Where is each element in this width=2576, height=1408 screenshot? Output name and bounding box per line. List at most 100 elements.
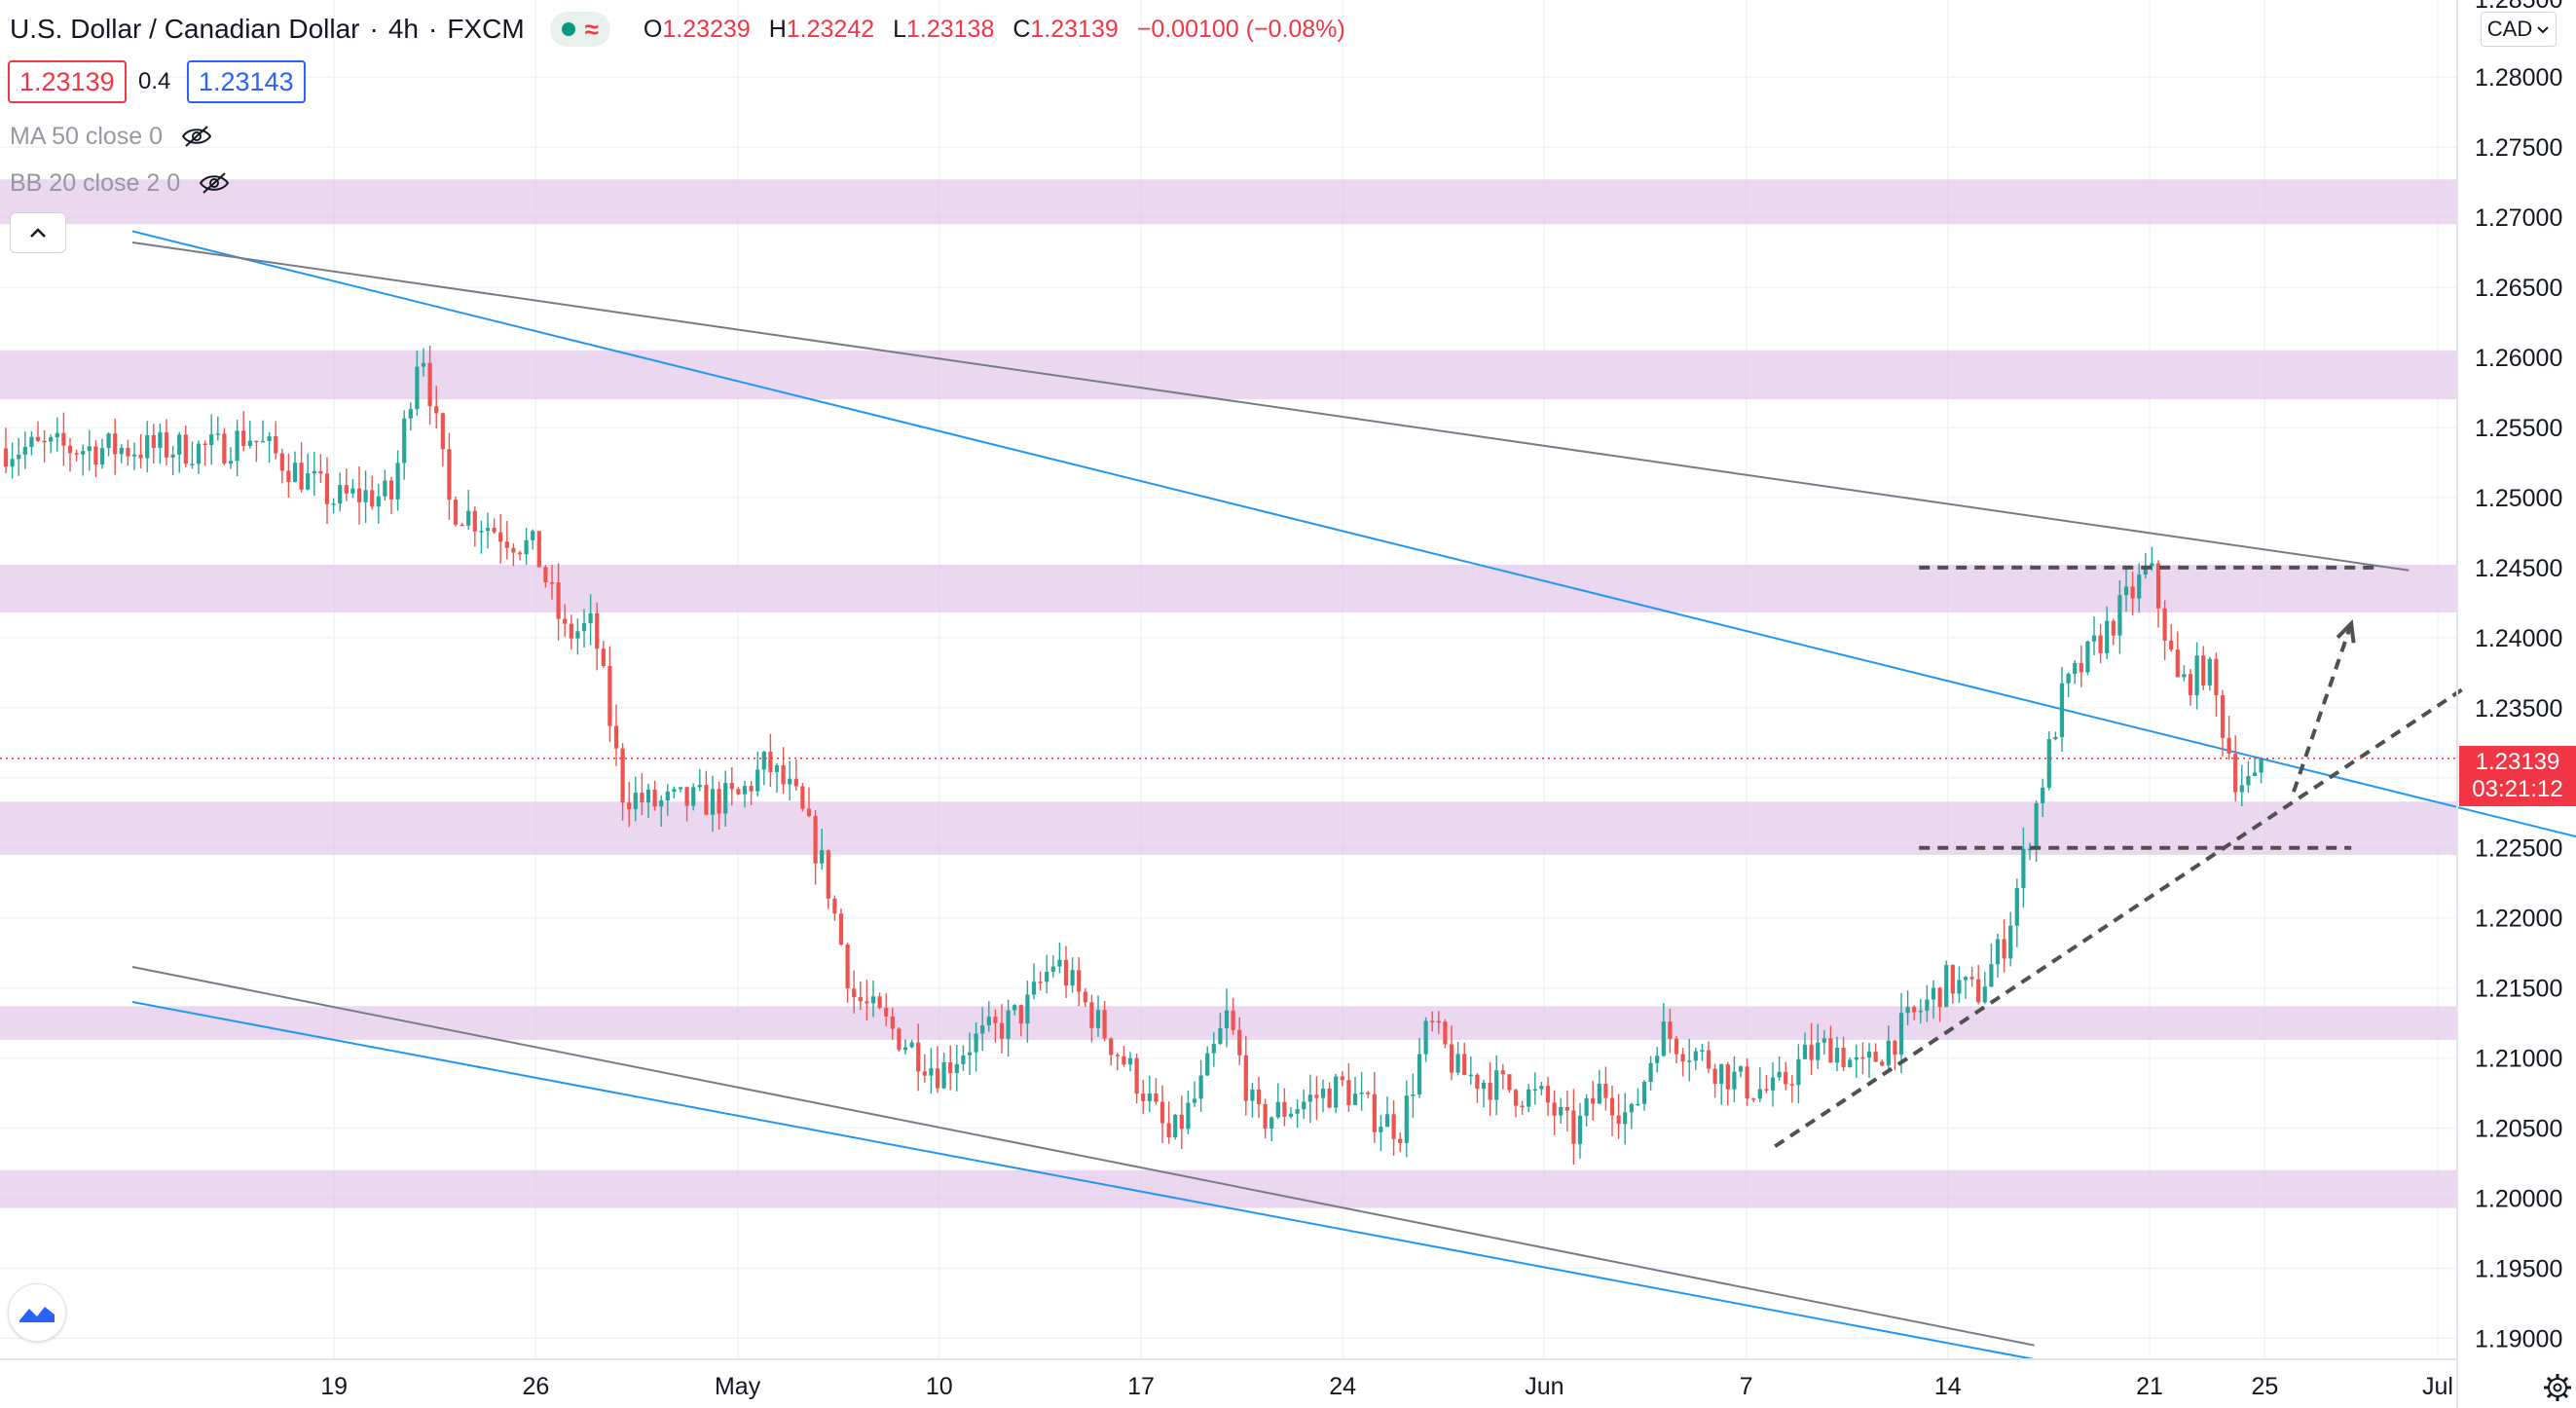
candle-body bbox=[697, 785, 702, 788]
trendline bbox=[131, 241, 2410, 572]
market-open-dot-icon bbox=[561, 22, 575, 36]
candle-body bbox=[1411, 1093, 1416, 1096]
low-value: 1.23138 bbox=[906, 15, 995, 43]
candle-body bbox=[1127, 1057, 1133, 1065]
price-axis[interactable]: 1.19000 1.19500 1.20000 1.20500 1.21000 1.215… bbox=[2475, 0, 2562, 1352]
candle-body bbox=[93, 446, 98, 465]
candle-body bbox=[318, 470, 323, 474]
open-key: O bbox=[643, 15, 663, 43]
candle-body bbox=[138, 454, 143, 459]
candle-body bbox=[1738, 1066, 1744, 1072]
time-axis[interactable]: 19 26 May 10 17 24 Jun 7 14 21 25 Jul bbox=[320, 1373, 2453, 1400]
candle-body bbox=[2214, 658, 2219, 696]
interval-label[interactable]: 4h bbox=[387, 14, 419, 44]
price-tick-label: 1.25000 bbox=[2475, 485, 2562, 512]
symbol-name[interactable]: U.S. Dollar / Canadian Dollar bbox=[10, 14, 360, 44]
time-tick-label: 21 bbox=[2136, 1373, 2163, 1400]
candle-body bbox=[684, 787, 689, 806]
tradingview-logo[interactable] bbox=[8, 1283, 66, 1342]
tradingview-logo-icon bbox=[19, 1307, 55, 1322]
candle-body bbox=[17, 454, 21, 460]
candle-body bbox=[164, 432, 169, 458]
candle-body bbox=[2239, 785, 2244, 793]
candle-body bbox=[1404, 1095, 1409, 1143]
candle-body bbox=[1243, 1055, 1248, 1101]
candle-body bbox=[1648, 1062, 1653, 1083]
market-status-pill[interactable]: ≈ bbox=[549, 12, 610, 47]
candle-body bbox=[324, 473, 330, 504]
candle-body bbox=[954, 1063, 959, 1074]
candle-body bbox=[1282, 1101, 1287, 1117]
candle-body bbox=[2226, 737, 2231, 755]
candle-body bbox=[742, 786, 748, 795]
candle-body bbox=[1462, 1054, 1467, 1075]
candle-body bbox=[1719, 1064, 1724, 1085]
candle-body bbox=[1854, 1056, 1858, 1060]
candle-body bbox=[2162, 608, 2167, 641]
candle-body bbox=[1623, 1112, 1628, 1125]
candle-body bbox=[1995, 939, 2001, 965]
candle-body bbox=[1224, 1010, 1230, 1029]
candle-body bbox=[1950, 965, 1955, 994]
candle-body bbox=[2252, 772, 2258, 777]
candle-body bbox=[1693, 1051, 1698, 1061]
candle-body bbox=[549, 582, 555, 584]
candle-body bbox=[235, 430, 239, 462]
candle-body bbox=[1205, 1053, 1210, 1076]
candle-body bbox=[131, 454, 137, 457]
candle-body bbox=[2046, 739, 2051, 788]
sell-price-button[interactable]: 1.23139 bbox=[8, 60, 127, 103]
candle-body bbox=[1012, 1005, 1017, 1011]
hidden-eye-icon[interactable] bbox=[180, 125, 213, 148]
candle-body bbox=[1198, 1075, 1203, 1099]
candle-body bbox=[2246, 776, 2251, 786]
drawn-dashed-lines bbox=[1774, 565, 2468, 1148]
candle-body bbox=[196, 443, 202, 464]
candle-body bbox=[2059, 683, 2065, 737]
bb-indicator-row[interactable]: BB 20 close 2 0 bbox=[10, 166, 231, 201]
last-price-value: 1.23139 bbox=[2475, 749, 2560, 775]
price-tick-label: 1.21500 bbox=[2475, 976, 2562, 1003]
candle-body bbox=[1494, 1070, 1499, 1100]
collapse-legend-button[interactable] bbox=[10, 212, 66, 253]
candle-body bbox=[2091, 635, 2097, 642]
candle-body bbox=[1391, 1114, 1396, 1139]
candle-body bbox=[524, 539, 529, 555]
candle-body bbox=[890, 1016, 895, 1029]
candle-body bbox=[170, 454, 175, 458]
candle-body bbox=[948, 1061, 953, 1074]
candle-body bbox=[1134, 1057, 1139, 1094]
candle-body bbox=[929, 1068, 934, 1076]
candle-body bbox=[601, 648, 606, 667]
currency-selector[interactable]: CAD bbox=[2481, 12, 2557, 47]
candle-body bbox=[1346, 1080, 1351, 1105]
candle-body bbox=[1963, 977, 1969, 981]
candle-body bbox=[2085, 641, 2090, 673]
support-resistance-zones bbox=[0, 179, 2457, 1208]
candle-body bbox=[145, 434, 150, 459]
candle-body bbox=[902, 1047, 908, 1051]
candle-body bbox=[691, 787, 696, 806]
hidden-eye-icon[interactable] bbox=[198, 171, 231, 195]
candle-body bbox=[1539, 1086, 1544, 1090]
candle-body bbox=[1038, 982, 1043, 983]
candle-body bbox=[1275, 1101, 1280, 1118]
candle-body bbox=[569, 623, 573, 639]
buy-price-button[interactable]: 1.23143 bbox=[187, 60, 306, 103]
candle-body bbox=[81, 451, 86, 455]
candle-body bbox=[1886, 1040, 1891, 1066]
candle-body bbox=[820, 850, 825, 864]
candle-body bbox=[1591, 1097, 1596, 1104]
settings-gear-icon[interactable] bbox=[2543, 1373, 2572, 1402]
ma-indicator-row[interactable]: MA 50 close 0 bbox=[10, 119, 213, 154]
legend-separator: · bbox=[369, 14, 379, 44]
candle-body bbox=[652, 789, 657, 807]
candle-body bbox=[916, 1042, 921, 1072]
candle-body bbox=[575, 631, 580, 639]
time-tick-label: Jul bbox=[2422, 1373, 2453, 1400]
price-tick-label: 1.27000 bbox=[2475, 204, 2562, 232]
candle-body bbox=[447, 449, 452, 500]
candle-body bbox=[749, 786, 754, 792]
candle-body bbox=[1083, 991, 1087, 1003]
